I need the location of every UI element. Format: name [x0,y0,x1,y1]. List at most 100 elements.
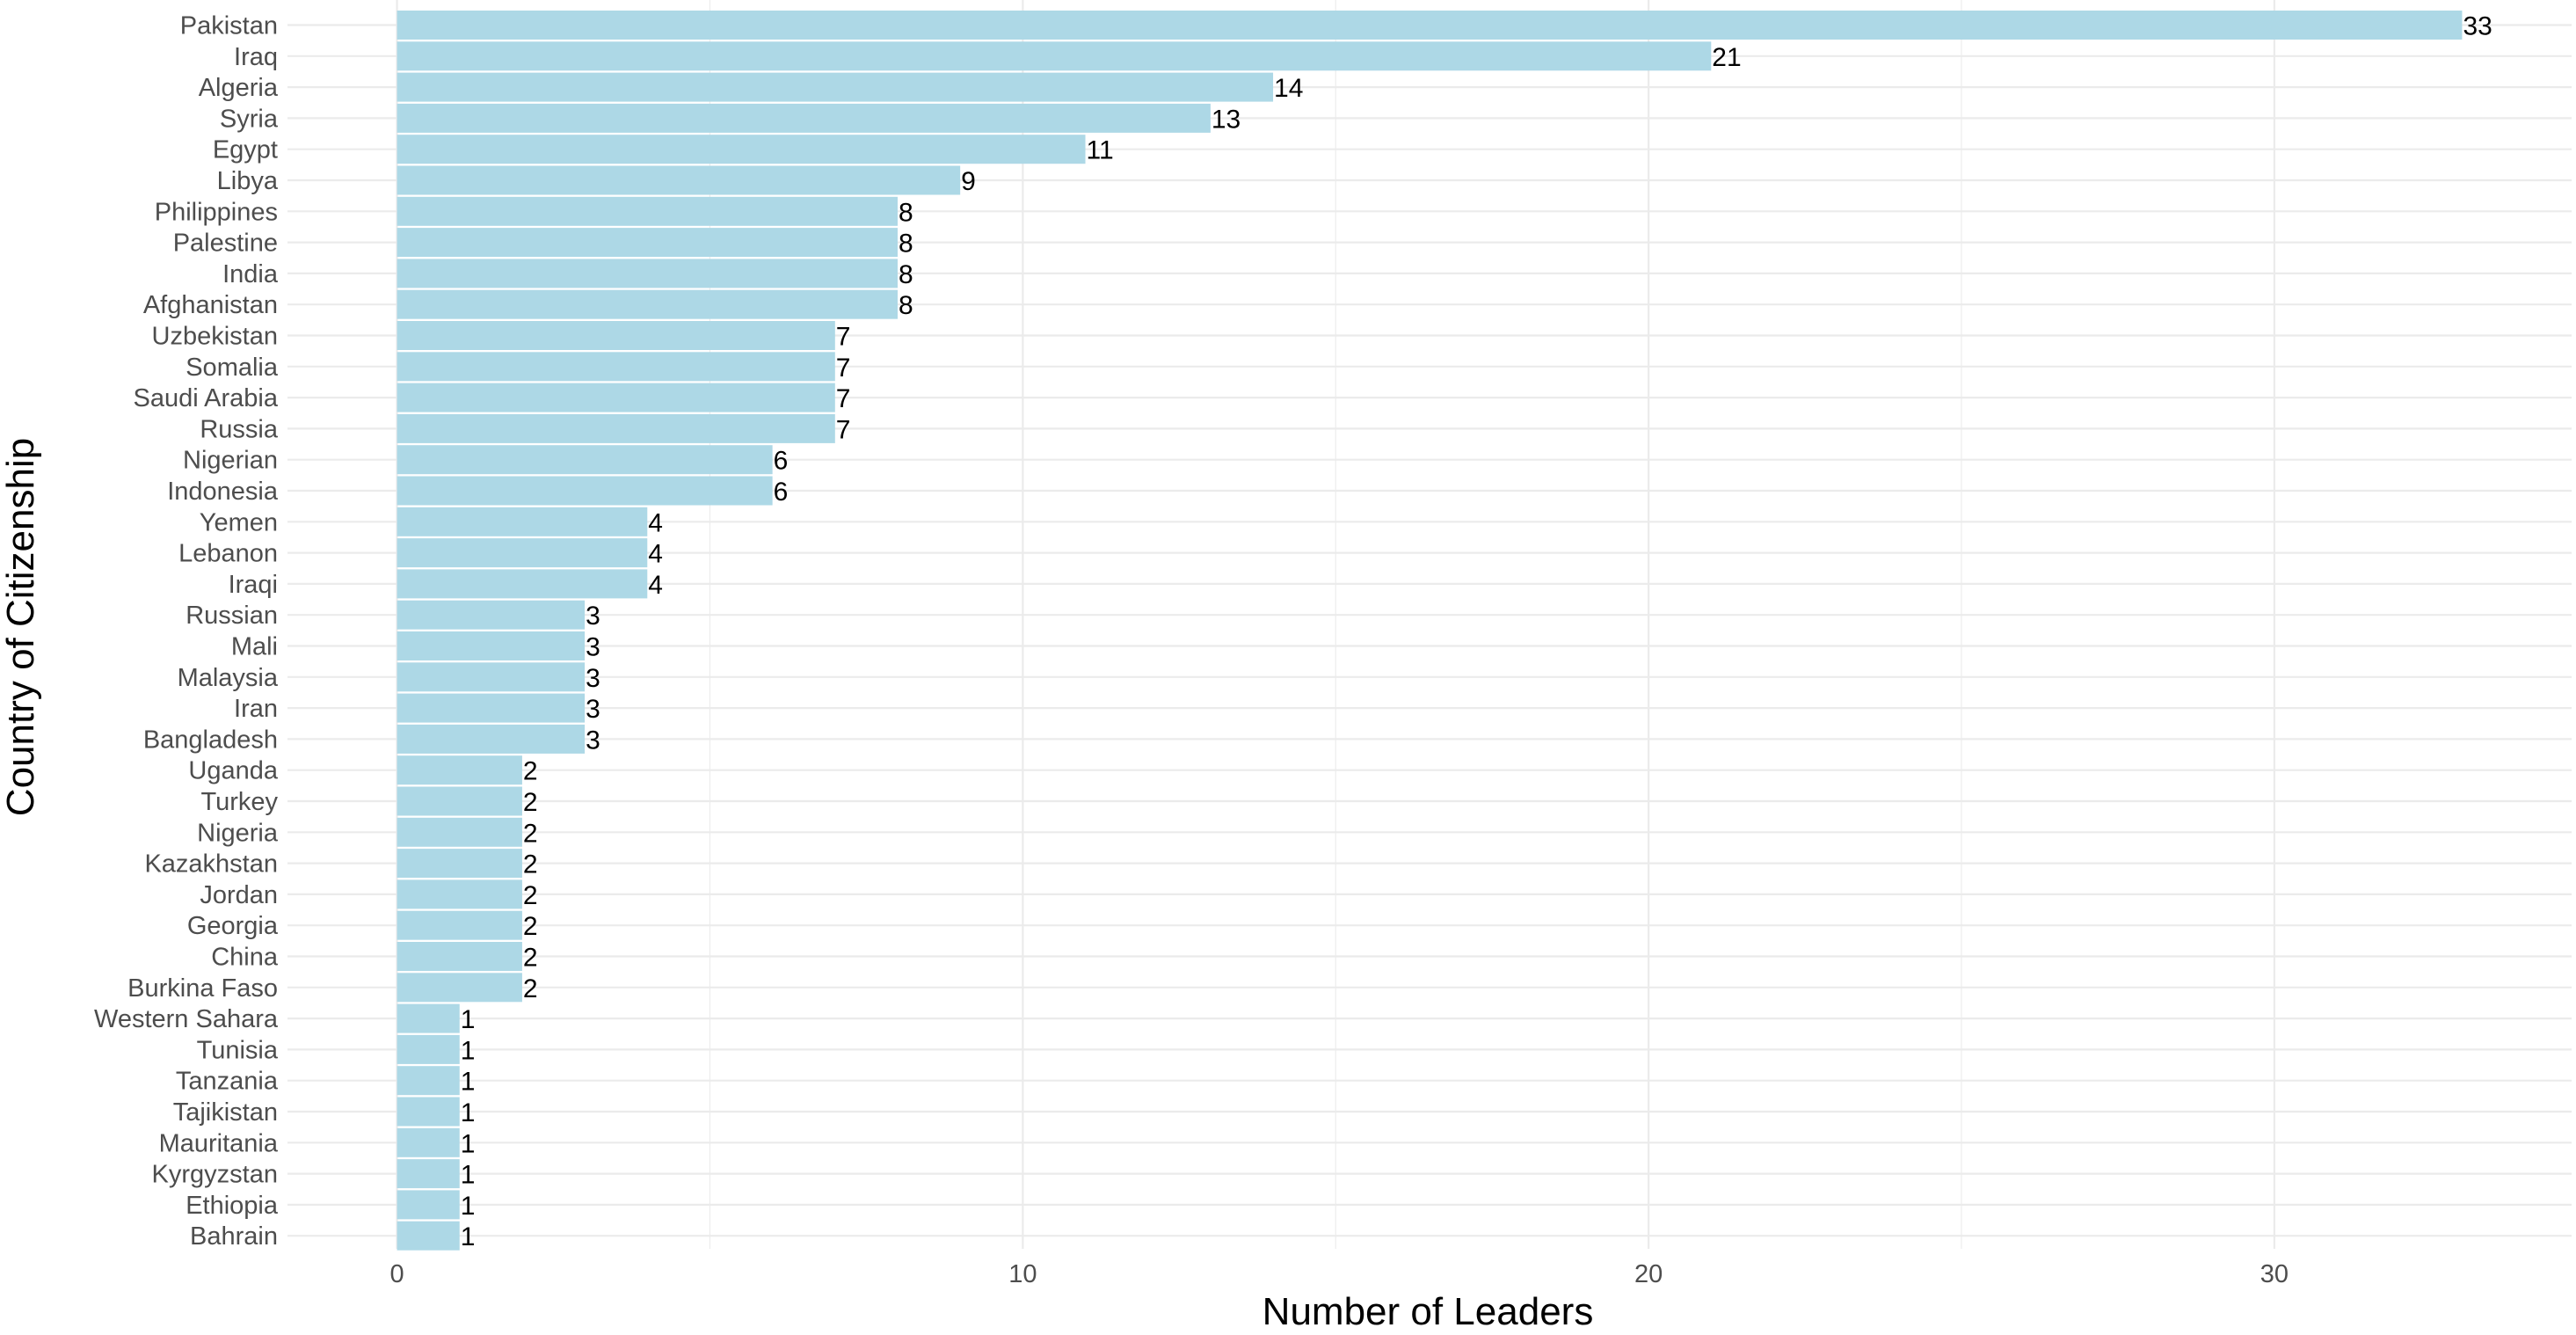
category-label: India [222,260,279,288]
data-label: 3 [586,726,600,755]
y-axis-title: Country of Citizenship [0,438,42,816]
bar [397,1127,460,1157]
bar [397,135,1086,164]
data-label: 1 [461,1005,476,1034]
data-label: 7 [836,384,851,413]
category-label: Iran [234,695,278,723]
category-label: Western Sahara [94,1005,279,1033]
bar [397,1159,460,1189]
bar [397,11,2463,40]
category-label: Indonesia [167,478,279,506]
category-label: Turkey [200,788,278,816]
data-label: 7 [836,354,851,383]
bar [397,507,648,536]
category-label: Nigeria [197,819,279,847]
bar [397,228,898,258]
bar [397,693,586,723]
data-label: 8 [899,260,913,289]
data-label: 2 [523,850,538,879]
data-label: 1 [461,1161,476,1190]
data-label: 2 [523,974,538,1003]
category-label: China [211,944,279,972]
category-label: Saudi Arabia [134,384,279,412]
bar [397,817,522,847]
data-label: 8 [899,291,913,320]
data-label: 7 [836,323,851,352]
bar [397,631,586,660]
data-label: 3 [586,664,600,693]
bar [397,259,898,288]
x-tick-label: 30 [2260,1260,2289,1288]
category-label: Egypt [213,136,278,164]
data-label: 8 [899,230,913,259]
data-label: 8 [899,198,913,227]
category-label: Uzbekistan [152,323,278,351]
category-label: Iraq [234,43,278,71]
data-label: 14 [1274,74,1303,103]
bar [397,849,522,879]
category-label: Somalia [186,354,279,382]
category-label: Algeria [199,74,279,102]
x-axis-title: Number of Leaders [1263,1290,1594,1333]
bar [397,755,522,785]
category-label: Kyrgyzstan [152,1161,278,1189]
category-label: Russian [186,602,278,630]
bar [397,289,898,319]
data-label: 3 [586,695,600,724]
data-label: 33 [2463,12,2492,41]
data-label: 21 [1712,43,1741,72]
bar [397,662,586,692]
x-tick-labels: 0 10 20 30 [389,1260,2289,1288]
category-label: Tajikistan [173,1098,278,1127]
data-label: 3 [586,602,600,631]
bars [397,11,2463,1251]
bar [397,383,835,412]
bar [397,600,586,630]
category-label: Burkina Faso [127,974,278,1003]
bar [397,1190,460,1220]
data-label: 11 [1087,136,1114,165]
data-label: 1 [461,1068,476,1097]
category-label: Uganda [188,757,278,785]
data-label: 2 [523,819,538,848]
bar [397,879,522,909]
category-label: Bahrain [190,1222,278,1251]
category-label: Ethiopia [186,1192,279,1220]
category-label: Nigerian [183,447,278,475]
x-tick-label: 10 [1008,1260,1037,1288]
category-label: Bangladesh [143,726,278,754]
x-tick-label: 20 [1634,1260,1663,1288]
data-label: 1 [461,1222,476,1251]
bar [397,1221,460,1251]
category-label: Russia [200,415,279,443]
data-label: 1 [461,1036,476,1065]
data-labels: 3321141311988887777664443333322222222111… [461,12,2492,1252]
data-label: 2 [523,912,538,941]
category-label: Iraqi [229,571,278,599]
category-label: Afghanistan [143,291,278,319]
bar [397,476,773,506]
data-label: 6 [774,447,789,476]
data-label: 4 [648,508,663,537]
category-label: Yemen [200,508,278,536]
bar [397,724,586,754]
bar [397,321,835,350]
x-tick-label: 0 [389,1260,404,1288]
data-label: 7 [836,415,851,444]
bar [397,72,1274,102]
category-label: Mauritania [159,1129,279,1157]
category-label: Kazakhstan [144,850,278,879]
bar [397,973,522,1003]
bar [397,786,522,816]
category-label: Tunisia [197,1036,279,1064]
data-label: 1 [461,1098,476,1127]
category-label: Mali [231,633,278,661]
bar [397,413,835,443]
data-label: 13 [1212,105,1241,134]
category-label: Libya [217,167,279,195]
category-label: Syria [220,105,279,133]
data-label: 1 [461,1129,476,1158]
data-label: 9 [961,167,976,196]
category-labels: Pakistan Iraq Algeria Syria Egypt Libya Philip… [94,12,279,1251]
data-label: 2 [523,944,538,973]
